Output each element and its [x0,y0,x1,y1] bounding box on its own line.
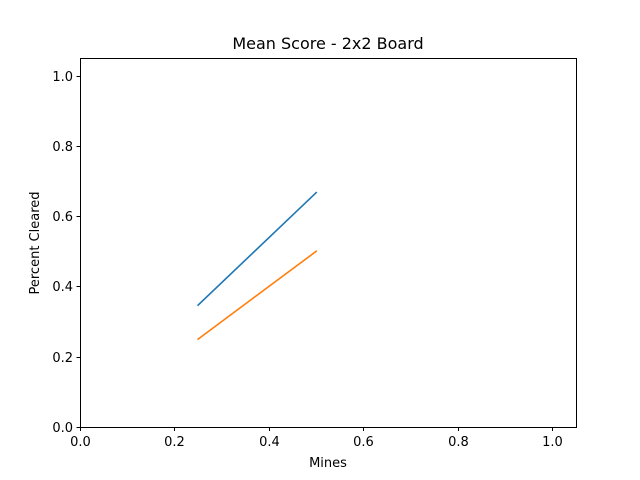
x-axis-label: Mines [309,456,347,471]
x-tick-label: 0.6 [353,435,374,450]
x-tick-label: 0.0 [70,435,91,450]
y-axis: 0.0 0.2 0.4 0.6 0.8 1.0 [52,70,81,436]
x-axis: 0.0 0.2 0.4 0.6 0.8 1.0 [70,427,563,450]
x-tick-label: 1.0 [542,435,563,450]
y-tick-label: 0.0 [52,421,73,436]
y-tick-label: 0.2 [52,351,73,366]
y-tick-label: 0.8 [52,140,73,155]
x-tick-label: 0.2 [164,435,185,450]
plot-frame [80,58,577,428]
y-tick-label: 1.0 [52,70,73,85]
series-line-1 [196,191,318,307]
x-tick-label: 0.4 [259,435,280,450]
series-layer [196,191,318,341]
y-axis-label: Percent Cleared [28,191,43,294]
y-tick-label: 0.4 [52,280,73,295]
chart-title: Mean Score - 2x2 Board [232,34,423,53]
y-tick-label: 0.6 [52,210,73,225]
series-line-2 [196,250,318,341]
x-tick-label: 0.8 [448,435,469,450]
